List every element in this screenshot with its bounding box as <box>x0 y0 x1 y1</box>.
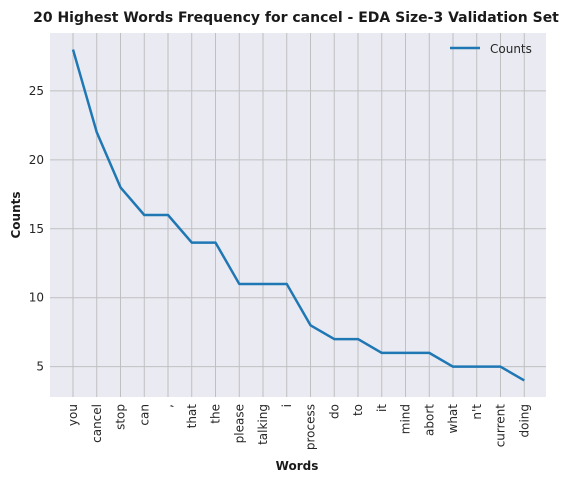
x-tick-label: please <box>232 404 246 443</box>
x-tick-label: what <box>446 404 460 434</box>
y-tick-label: 25 <box>29 84 44 98</box>
x-axis-ticks: you cancel stop can, that the please talking i pr… <box>66 404 531 450</box>
x-axis-label: Words <box>276 459 319 473</box>
y-tick-label: 5 <box>36 360 44 374</box>
y-tick-label: 15 <box>29 222 44 236</box>
legend: Counts <box>450 42 532 56</box>
x-tick-label: that <box>185 404 199 429</box>
x-tick-label: abort <box>422 404 436 436</box>
x-tick-label: n't <box>470 404 484 420</box>
x-tick-label: mind <box>399 404 413 434</box>
grid <box>50 33 546 397</box>
x-tick-label: you <box>66 404 80 426</box>
series-group <box>71 49 525 382</box>
y-tick-label: 20 <box>29 153 44 167</box>
x-tick-label: can <box>137 404 151 426</box>
x-tick-label: doing <box>517 404 531 438</box>
series-line-counts <box>71 49 525 382</box>
x-tick-label: stop <box>114 404 128 430</box>
y-axis-label: Counts <box>9 191 23 238</box>
y-axis-ticks: 5 10 15 20 25 <box>29 84 44 374</box>
plot-area <box>50 33 546 397</box>
x-tick-label: i <box>280 404 294 407</box>
x-tick-label: do <box>327 404 341 419</box>
x-tick-label: talking <box>256 404 270 445</box>
x-tick-label: , <box>161 404 175 408</box>
x-tick-label: the <box>209 404 223 424</box>
chart-title: 20 Highest Words Frequency for cancel - … <box>33 10 559 26</box>
y-tick-label: 10 <box>29 291 44 305</box>
legend-label: Counts <box>490 42 532 56</box>
x-tick-label: it <box>375 404 389 412</box>
x-tick-label: cancel <box>90 404 104 443</box>
x-tick-label: process <box>304 404 318 450</box>
x-tick-label: to <box>351 404 365 416</box>
x-tick-label: current <box>494 404 508 448</box>
